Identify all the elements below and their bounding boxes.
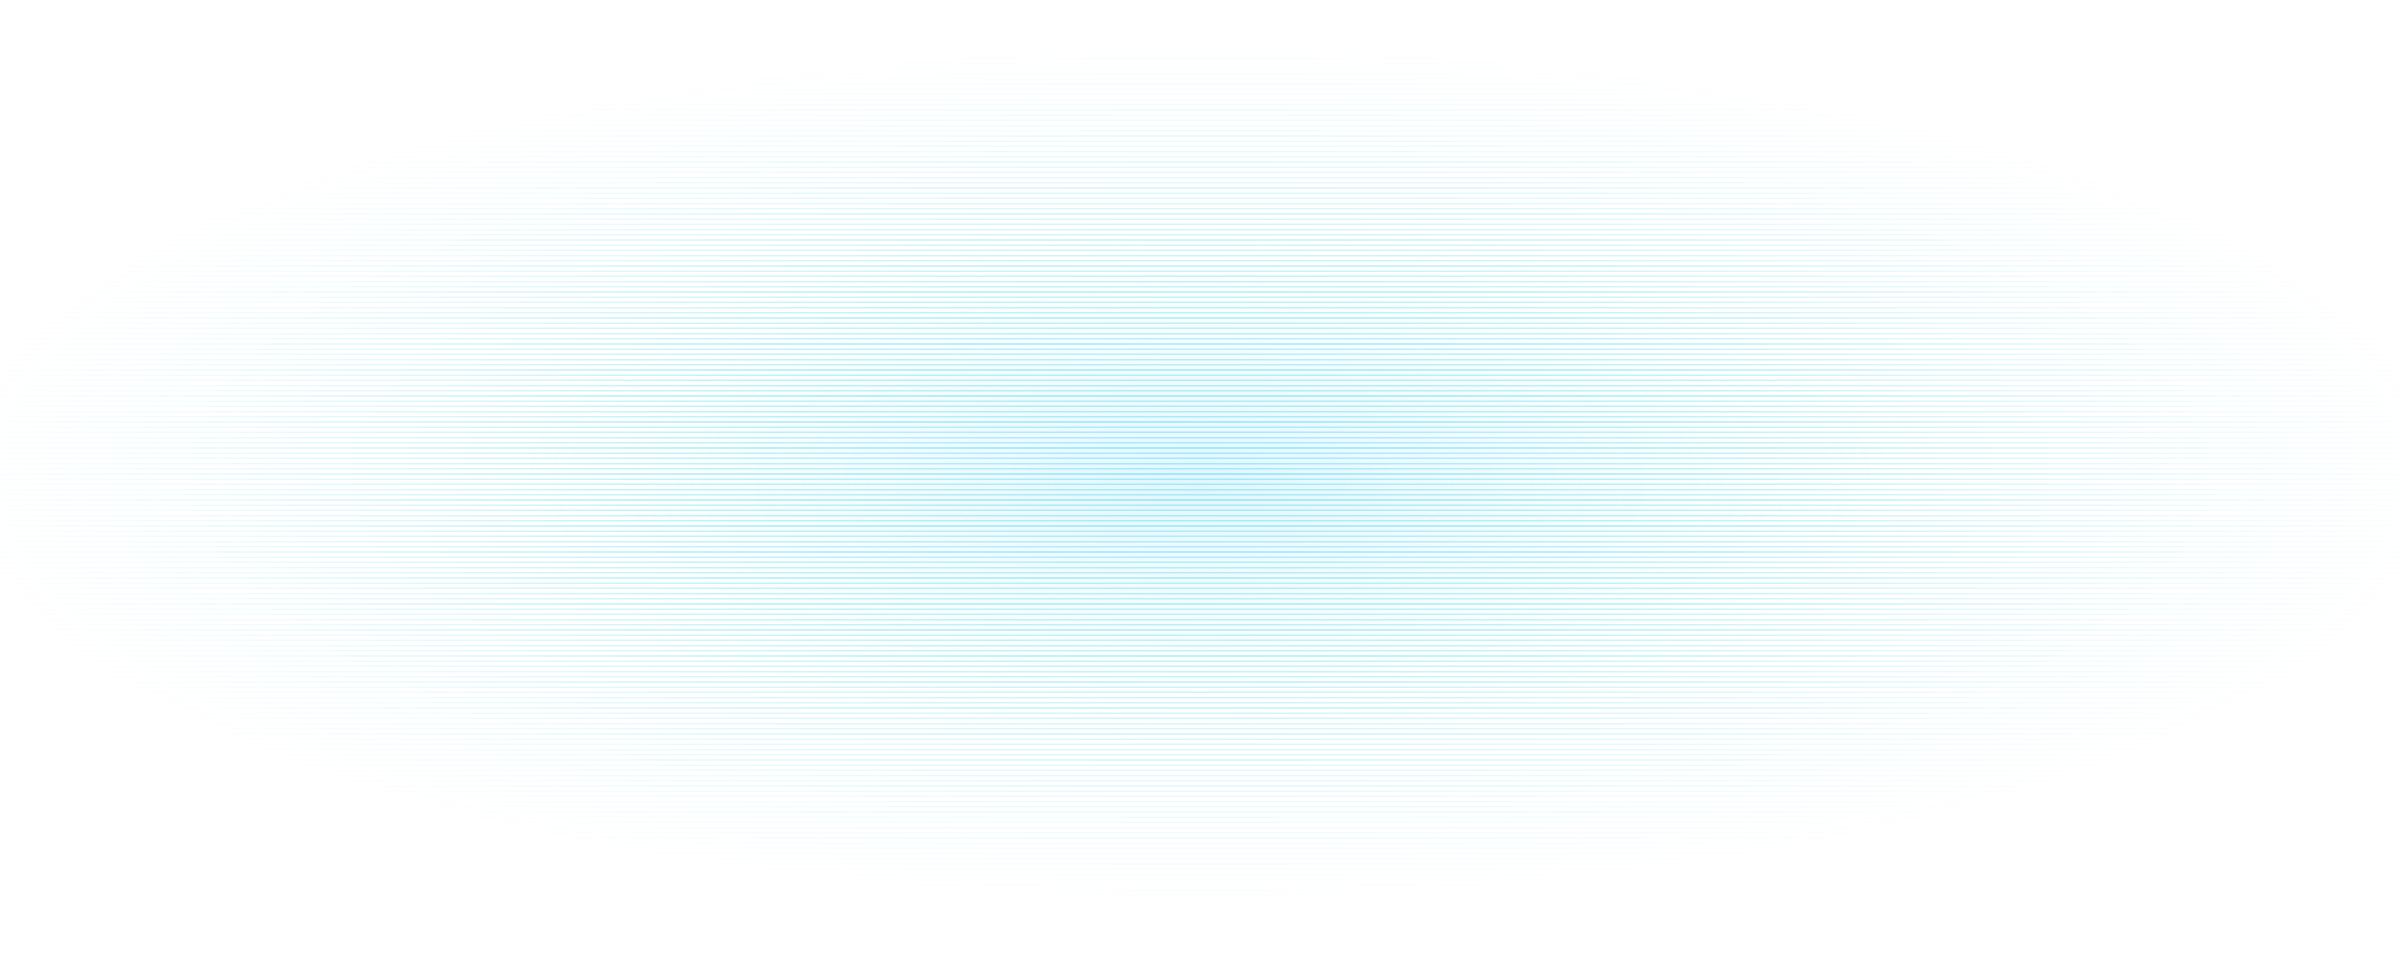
striped-glow (0, 0, 2400, 966)
page: (() => { const data = JSON.parse(documen… (0, 0, 2400, 966)
